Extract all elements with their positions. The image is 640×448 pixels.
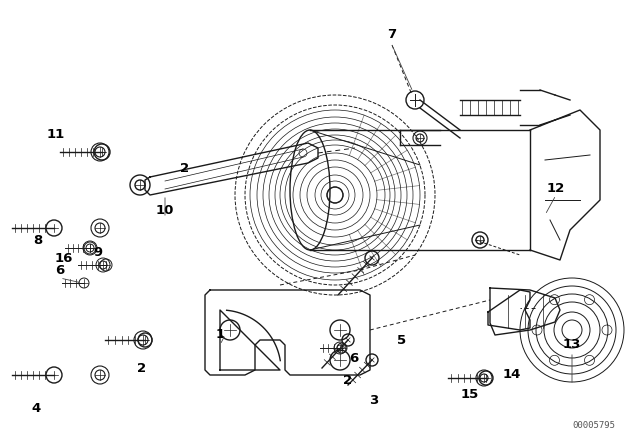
Text: 9: 9 — [93, 246, 102, 258]
Text: 4: 4 — [31, 401, 40, 414]
Text: 2: 2 — [180, 161, 189, 175]
Text: 00005795: 00005795 — [572, 421, 615, 430]
Text: 2: 2 — [344, 374, 353, 387]
Text: 2: 2 — [138, 362, 147, 375]
Text: 16: 16 — [55, 251, 73, 264]
Text: 11: 11 — [47, 129, 65, 142]
Text: 14: 14 — [503, 369, 521, 382]
Text: 10: 10 — [156, 203, 174, 216]
Text: 8: 8 — [33, 233, 43, 246]
Text: 5: 5 — [397, 333, 406, 346]
Text: 15: 15 — [461, 388, 479, 401]
Text: 12: 12 — [547, 181, 565, 194]
Text: 1: 1 — [216, 328, 225, 341]
Text: 13: 13 — [563, 339, 581, 352]
Text: 6: 6 — [56, 263, 65, 276]
Text: 7: 7 — [387, 29, 397, 42]
Text: 6: 6 — [349, 352, 358, 365]
Text: 3: 3 — [369, 393, 379, 406]
